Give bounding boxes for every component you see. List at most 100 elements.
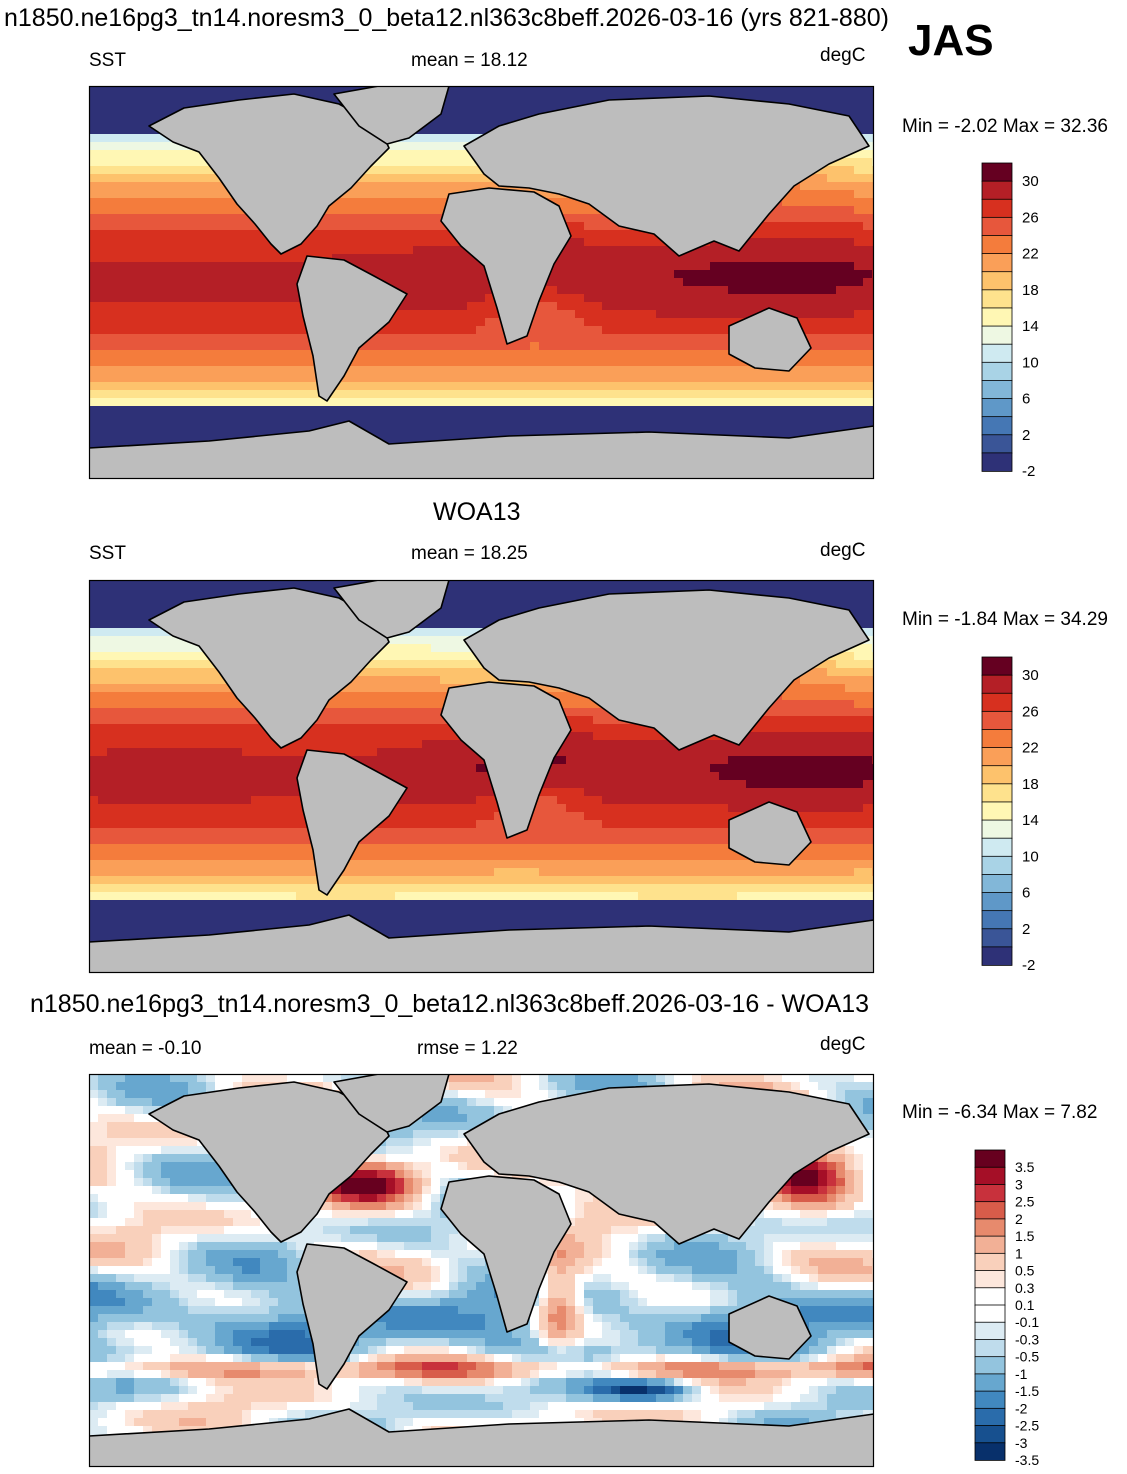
panel2-land-north-america (148, 587, 390, 749)
panel2-colorbar-tick-label: 30 (1022, 667, 1039, 684)
panel1-colorbar-tick-label: 6 (1022, 391, 1030, 408)
figure-title: n1850.ne16pg3_tn14.noresm3_0_beta12.nl36… (4, 4, 889, 32)
season-label: JAS (908, 16, 994, 65)
panel1-colorbar-tick-label: 2 (1022, 427, 1030, 444)
panel2-colorbar-tick-label: 6 (1022, 885, 1030, 902)
panel1-colorbar-box (981, 325, 1013, 345)
panel1-colorbar-box (981, 253, 1013, 273)
panel3-title: n1850.ne16pg3_tn14.noresm3_0_beta12.nl36… (30, 990, 870, 1018)
panel3-rmse-label: rmse = 1.22 (417, 1038, 518, 1059)
panel3-mean-label: mean = -0.10 (89, 1038, 202, 1059)
panel3-colorbar-tick-label: 1 (1015, 1245, 1023, 1261)
panel1-colorbar-tick-label: 26 (1022, 209, 1039, 226)
panel2-colorbar-box (981, 674, 1013, 695)
panel2-colorbar-box (981, 837, 1013, 858)
panel1-colorbar-box (981, 452, 1013, 472)
panel1-land (89, 86, 874, 479)
panel3-colorbar-tick-label: -3 (1015, 1435, 1028, 1451)
panel2-colorbar-tick-label: 14 (1022, 812, 1039, 829)
panel3-colorbar-tick-label: 1.5 (1015, 1228, 1035, 1244)
panel3-land (89, 1074, 874, 1467)
panel1-colorbar-box (981, 307, 1013, 327)
panel2-land-antarctica (89, 914, 874, 973)
panel3-colorbar-tick-label: -0.5 (1015, 1349, 1039, 1365)
panel3-colorbar-box (974, 1407, 1006, 1427)
panel2-colorbar: 30 26 22 18 14 10 6 2 -2 (981, 656, 1039, 974)
panel1-colorbar-box (981, 361, 1013, 382)
panel2-land-africa (440, 681, 572, 839)
panel3-land-europe-asia (463, 1083, 870, 1245)
panel3-colorbar-tick-label: 3.5 (1015, 1159, 1035, 1175)
panel1-land-africa (440, 187, 572, 345)
panel1-colorbar: 30 26 22 18 14 10 6 2 -2 (981, 162, 1039, 480)
panel2-colorbar-tick-label: 26 (1022, 703, 1039, 720)
panel1-map (88, 85, 875, 480)
panel2-colorbar-box (981, 747, 1013, 767)
panel2-colorbar-box (981, 874, 1013, 894)
panel2-colorbar-box (981, 819, 1013, 839)
panel3-minmax-label: Min = -6.34 Max = 7.82 (902, 1102, 1098, 1123)
panel3-colorbar-tick-label: 0.3 (1015, 1280, 1035, 1296)
panel3-land-antarctica (89, 1408, 874, 1467)
panel3-colorbar-tick-label: 2.5 (1015, 1194, 1035, 1210)
panel3-colorbar-box (974, 1218, 1006, 1237)
panel2-land-europe-asia (463, 589, 870, 751)
panel3-colorbar-tick-label: 3 (1015, 1176, 1023, 1192)
panel3-colorbar-box (974, 1235, 1006, 1255)
panel1-land-south-america (296, 255, 408, 402)
panel2-units-label: degC (820, 540, 866, 561)
panel2-colorbar-box (981, 656, 1013, 676)
panel2-colorbar-tick-label: 18 (1022, 776, 1039, 793)
panel3-colorbar-box (974, 1166, 1006, 1186)
panel1-units-label: degC (820, 45, 866, 66)
panel2-mean-label: mean = 18.25 (411, 543, 528, 564)
panel1-colorbar-box (981, 416, 1013, 436)
panel3-colorbar-tick-label: 2 (1015, 1211, 1023, 1227)
panel1-colorbar-box (981, 162, 1013, 182)
panel2-colorbar-box (981, 892, 1013, 912)
panel3-units-label: degC (820, 1034, 866, 1055)
panel3-colorbar-box (974, 1425, 1006, 1444)
panel1-colorbar-box (981, 235, 1013, 255)
panel2-colorbar-box (981, 692, 1013, 713)
panel3-colorbar: 3.532.521.510.50.30.1-0.1-0.3-0.5-1-1.5-… (974, 1149, 1039, 1468)
panel1-land-australia (728, 307, 812, 372)
panel1-variable-label: SST (89, 50, 126, 71)
panel1-colorbar-box (981, 434, 1013, 454)
panel2-frame (88, 579, 875, 974)
panel1-colorbar-box (981, 271, 1013, 291)
panel2-colorbar-box (981, 928, 1013, 948)
panel1-colorbar-tick-label: 30 (1022, 173, 1039, 190)
panel1-colorbar-tick-label: 10 (1022, 354, 1039, 371)
panel1-land-antarctica (89, 420, 874, 479)
panel1-colorbar-box (981, 180, 1013, 201)
panel2-title: WOA13 (433, 498, 521, 526)
panel2-colorbar-tick-label: 2 (1022, 921, 1030, 938)
panel3-colorbar-box (974, 1390, 1006, 1410)
panel2-colorbar-box (981, 729, 1013, 749)
panel2-variable-label: SST (89, 543, 126, 564)
panel2-land (89, 580, 874, 973)
panel3-colorbar-box (974, 1373, 1006, 1392)
panel1-colorbar-tick-label: 18 (1022, 282, 1039, 299)
panel1-minmax-label: Min = -2.02 Max = 32.36 (902, 116, 1108, 137)
panel3-colorbar-box (974, 1321, 1006, 1341)
panel2-colorbar-box (981, 946, 1013, 966)
panel1-colorbar-tick-label: 14 (1022, 318, 1039, 335)
panel3-colorbar-box (974, 1304, 1006, 1324)
panel1-land-north-america (148, 93, 390, 255)
panel3-colorbar-box (974, 1356, 1006, 1375)
panel3-colorbar-tick-label: -0.3 (1015, 1331, 1039, 1347)
panel1-colorbar-box (981, 216, 1013, 237)
panel2-land-south-america (296, 749, 408, 896)
panel1-colorbar-box (981, 343, 1013, 364)
panel2-land-greenland (333, 580, 450, 639)
panel2-colorbar-box (981, 910, 1013, 930)
panel3-colorbar-box (974, 1339, 1006, 1358)
panel3-land-australia (728, 1295, 812, 1360)
panel3-colorbar-box (974, 1287, 1006, 1306)
panel2-colorbar-box (981, 855, 1013, 876)
panel3-colorbar-box (974, 1270, 1006, 1289)
panel1-colorbar-box (981, 380, 1013, 400)
panel2-colorbar-box (981, 765, 1013, 785)
